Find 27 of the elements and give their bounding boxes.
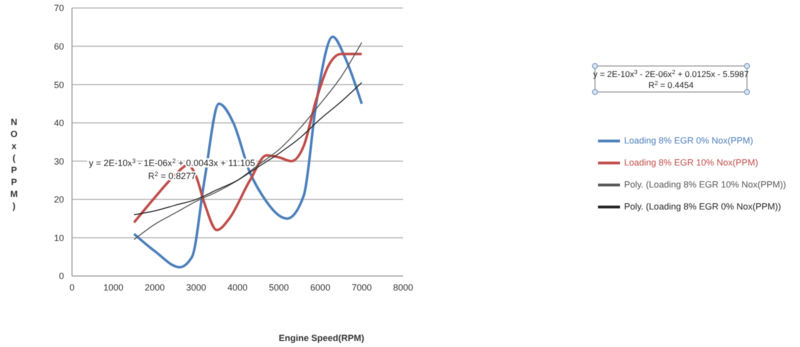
y-tick-label: 30 [54, 156, 64, 166]
x-tick-label: 2000 [144, 282, 165, 292]
x-tick-label: 1000 [103, 282, 124, 292]
y-tick-label: 10 [54, 232, 64, 243]
line-series [132, 35, 363, 268]
x-tick-label: 0 [69, 282, 75, 292]
x-tick-label: 8000 [393, 282, 414, 292]
x-tick-label: 5000 [268, 282, 289, 292]
y-tick-label: 50 [54, 80, 64, 90]
y-tick-label: 0 [58, 271, 64, 282]
text: y = 2E-10x$^{3}$ - 2E-06x$^{2}$ + 0.0125x - 5.5987 [593, 69, 750, 79]
line-series [134, 82, 362, 216]
x-tick-label: 7000 [352, 282, 372, 292]
x-axis-title: Engine Speed(RPM) [278, 333, 364, 343]
y-tick-label: 40 [54, 118, 64, 128]
y-tick-label: 60 [54, 41, 64, 52]
legend-label: Loading 8% EGR 0% Nox(PPM) [624, 134, 754, 145]
x-tick-label: 6000 [310, 282, 330, 292]
y-tick-label: 20 [54, 194, 64, 205]
x-tick-label: 4000 [228, 282, 248, 292]
legend-label: Poly. (Loading 8% EGR 10% Nox(PPM)) [624, 178, 786, 189]
legend-label: Poly. (Loading 8% EGR 0% Nox(PPM)) [624, 200, 781, 211]
y-tick-label: 70 [54, 3, 64, 14]
x-tick-label: 3000 [186, 282, 206, 292]
text: R$^{2}$ = 0.4454 [648, 80, 694, 90]
y-axis-title: NOx(PPM) [10, 117, 18, 211]
legend-label: Loading 8% EGR 10% Nox(PPM) [624, 156, 758, 167]
